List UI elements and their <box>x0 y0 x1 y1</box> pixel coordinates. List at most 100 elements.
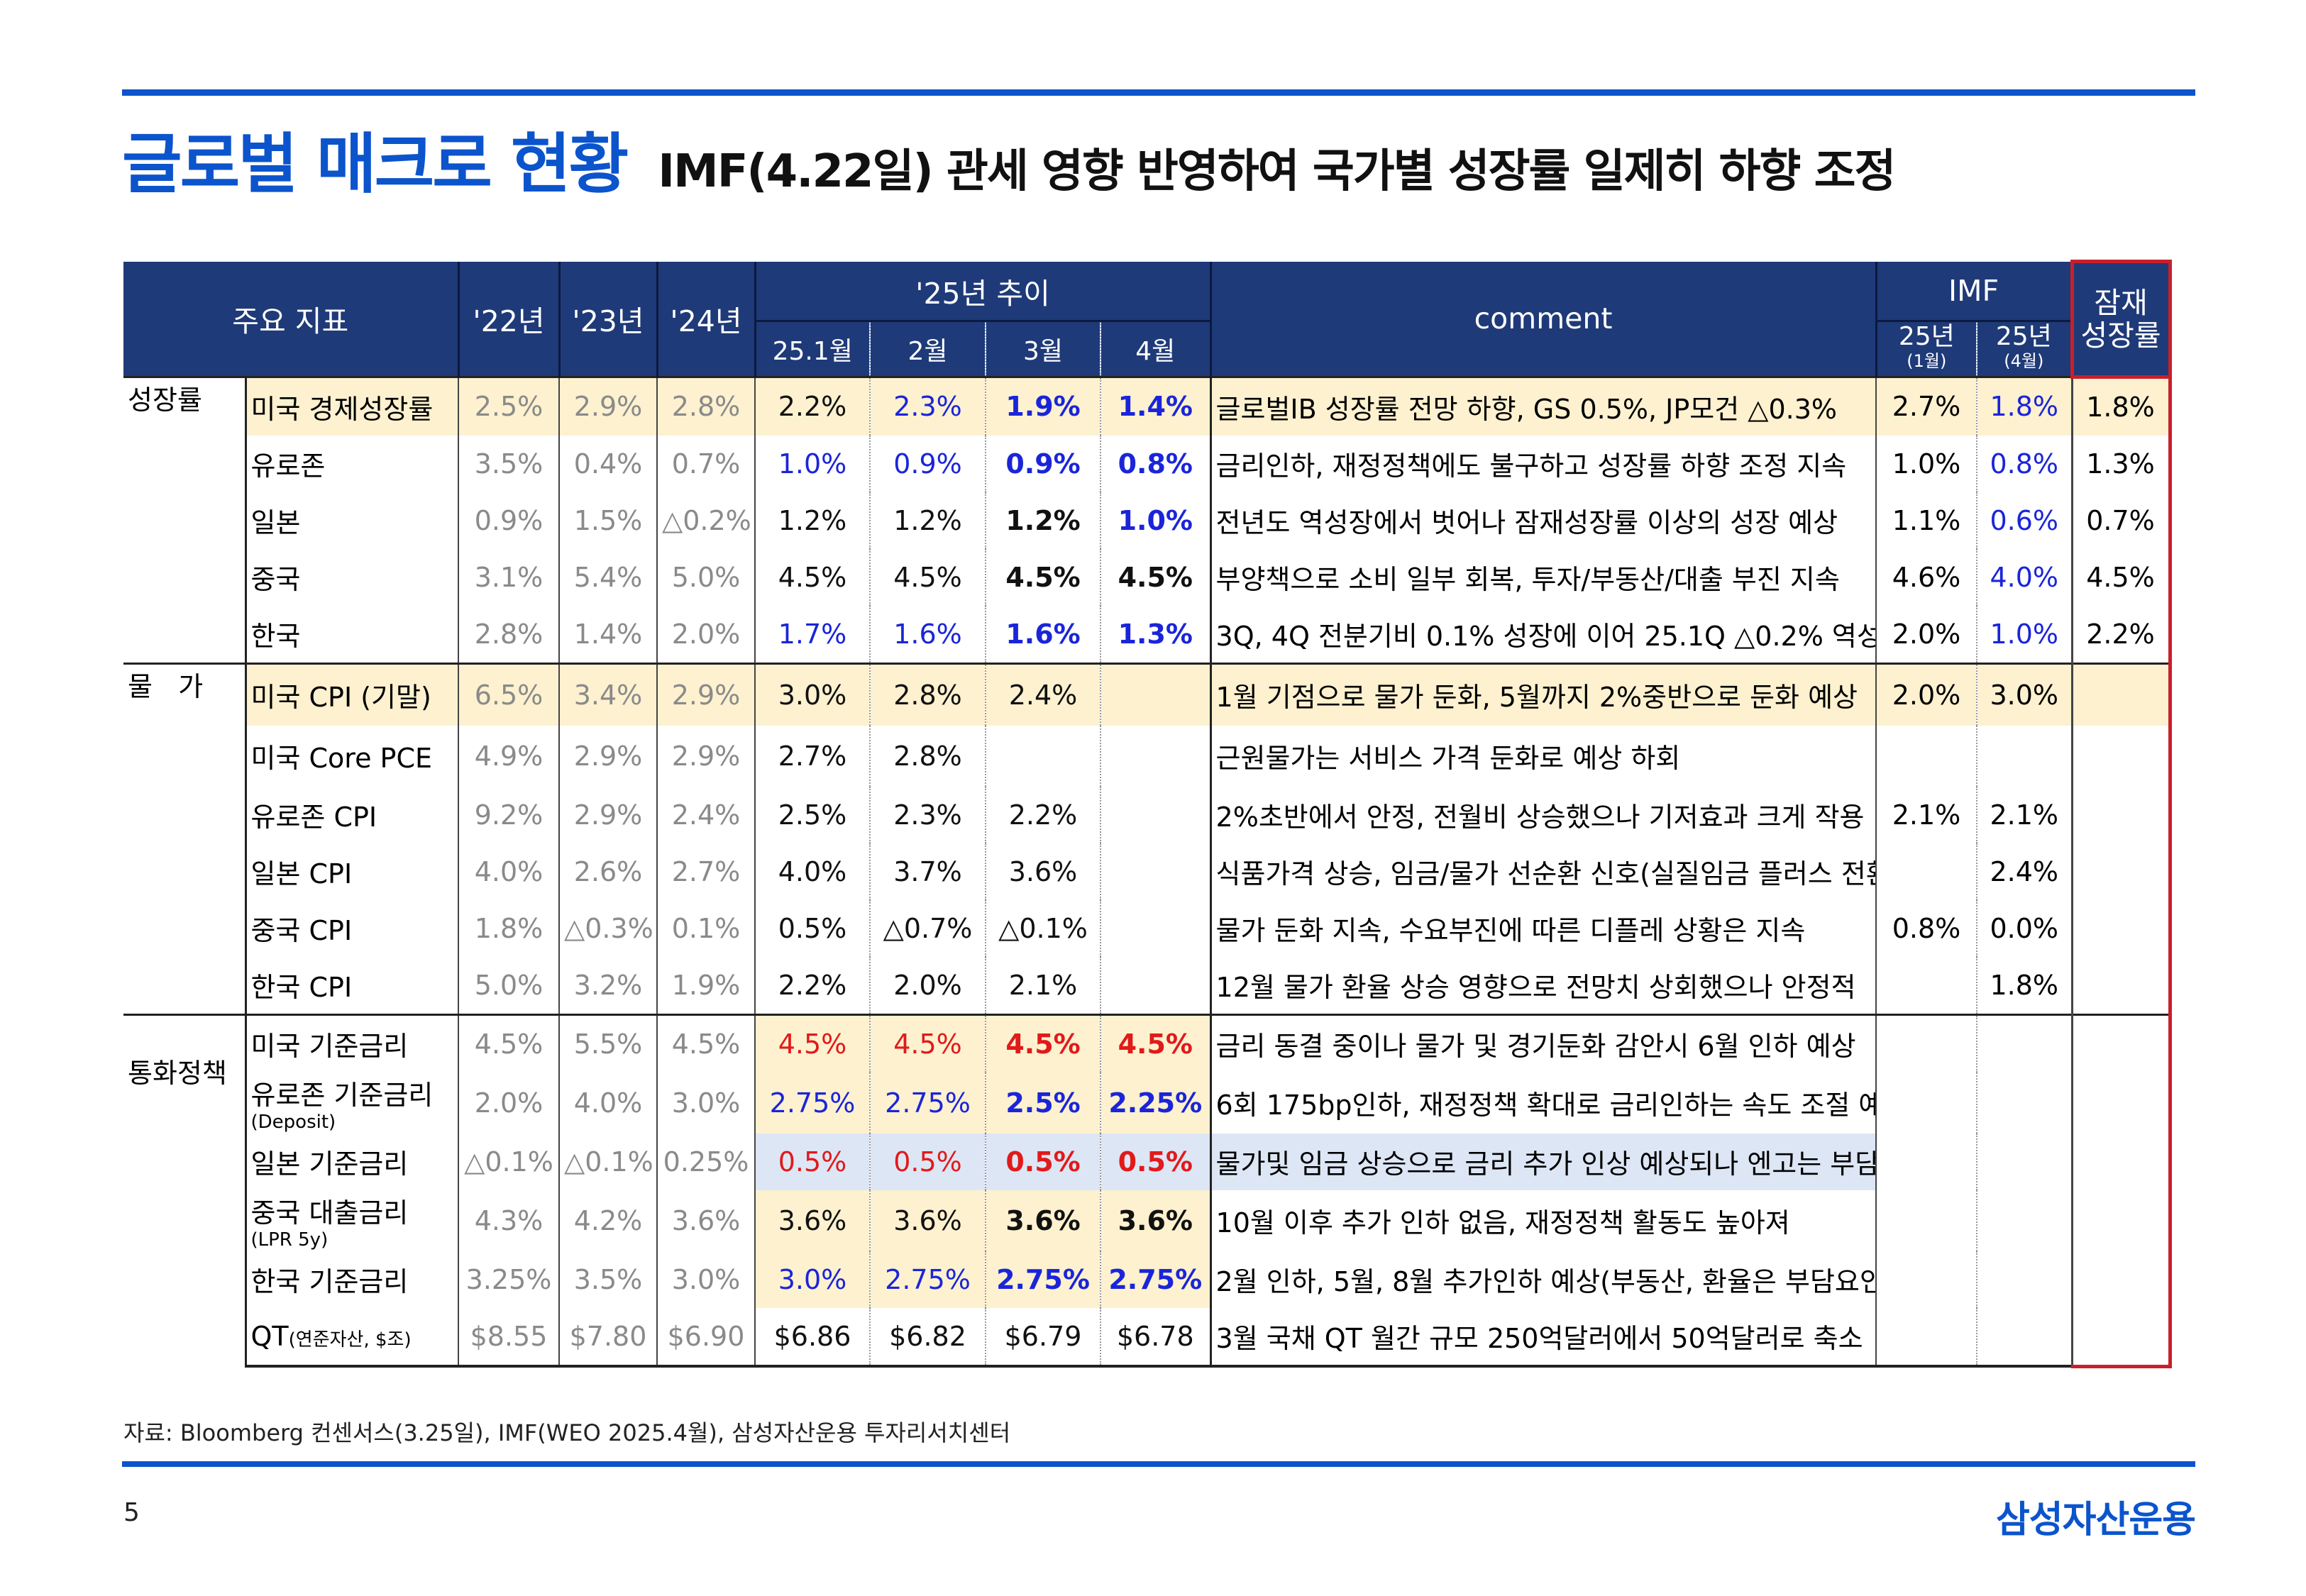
category-policy: 통화정책 <box>123 1013 247 1366</box>
cell-mar: 2.2% <box>986 786 1102 843</box>
cell-apr: 2.75% <box>1100 1251 1212 1308</box>
cell-mar: 4.5% <box>986 1013 1102 1073</box>
cell-imf-jan <box>1876 725 1978 787</box>
cell-jan: 0.5% <box>755 899 871 957</box>
cell-feb: 0.9% <box>870 435 987 492</box>
cell-imf-jan: 2.1% <box>1876 786 1978 843</box>
cell-comment: 금리 동결 중이나 물가 및 경기둔화 감안시 6월 인하 예상 <box>1210 1013 1877 1073</box>
header-feb: 2월 <box>870 321 987 377</box>
header-jan: 25.1월 <box>755 321 871 377</box>
cell-2024: $6.90 <box>657 1307 756 1368</box>
header-comment: comment <box>1210 261 1877 377</box>
cell-2023: 4.0% <box>559 1072 658 1134</box>
cell-imf-apr: 0.0% <box>1977 899 2073 957</box>
page-number: 5 <box>123 1498 140 1527</box>
cell-imf-jan: 2.0% <box>1876 605 1978 663</box>
bottom-rule <box>122 1461 2195 1467</box>
cell-2023: 5.5% <box>559 1013 658 1073</box>
cell-imf-jan <box>1876 1072 1978 1134</box>
cell-jan: 2.2% <box>755 956 871 1014</box>
cell-2024: 2.9% <box>657 725 756 787</box>
header-imf-jan: 25년 (1월) <box>1876 321 1978 377</box>
cell-apr: 0.8% <box>1100 435 1212 492</box>
cell-imf-jan <box>1876 843 1978 900</box>
cell-potential <box>2072 1307 2172 1368</box>
header-imf-apr: 25년 (4월) <box>1977 321 2073 377</box>
table-row: 미국 Core PCE 4.9% 2.9% 2.9% 2.7% 2.8% 근원물… <box>123 725 2172 787</box>
cell-2023: 2.9% <box>559 725 658 787</box>
cell-2022: 2.0% <box>458 1072 561 1134</box>
cell-apr <box>1100 956 1212 1014</box>
cell-imf-apr <box>1977 1072 2073 1134</box>
cell-2024: 1.9% <box>657 956 756 1014</box>
cell-mar: 0.5% <box>986 1133 1102 1190</box>
cell-2022: △0.1% <box>458 1133 561 1190</box>
cell-2023: 3.4% <box>559 662 658 726</box>
cell-jan: 4.5% <box>755 548 871 606</box>
row-label: 한국 CPI <box>246 956 460 1014</box>
cell-comment: 3Q, 4Q 전분기비 0.1% 성장에 이어 25.1Q △0.2% 역성장 <box>1210 605 1877 663</box>
row-label: 미국 경제성장률 <box>246 375 460 436</box>
table-row: 한국 2.8% 1.4% 2.0% 1.7% 1.6% 1.6% 1.3% 3Q… <box>123 605 2172 663</box>
cell-comment: 금리인하, 재정정책에도 불구하고 성장률 하향 조정 지속 <box>1210 435 1877 492</box>
cell-comment: 1월 기점으로 물가 둔화, 5월까지 2%중반으로 둔화 예상 <box>1210 662 1877 726</box>
cell-jan: 1.0% <box>755 435 871 492</box>
cell-jan: 4.5% <box>755 1013 871 1073</box>
row-label: 중국 대출금리 (LPR 5y) <box>246 1190 460 1251</box>
cell-2023: 2.9% <box>559 375 658 436</box>
cell-potential <box>2072 956 2172 1014</box>
cell-2022: 4.3% <box>458 1190 561 1251</box>
cell-jan: 2.2% <box>755 375 871 436</box>
header-potential-growth: 잠재 성장률 <box>2070 260 2172 379</box>
table-row: 한국 기준금리 3.25% 3.5% 3.0% 3.0% 2.75% 2.75%… <box>123 1251 2172 1308</box>
cell-comment: 2%초반에서 안정, 전월비 상승했으나 기저효과 크게 작용 <box>1210 786 1877 843</box>
cell-feb: $6.82 <box>870 1307 987 1368</box>
cell-feb: 2.0% <box>870 956 987 1014</box>
company-logo: 삼성자산운용 <box>1995 1499 2196 1541</box>
cell-feb: 2.8% <box>870 725 987 787</box>
cell-2022: 4.9% <box>458 725 561 787</box>
cell-2022: 2.8% <box>458 605 561 663</box>
cell-jan: 0.5% <box>755 1133 871 1190</box>
cell-comment: 3월 국채 QT 월간 규모 250억달러에서 50억달러로 축소 <box>1210 1307 1877 1368</box>
cell-comment: 10월 이후 추가 인하 없음, 재정정책 활동도 높아져 <box>1210 1190 1877 1251</box>
cell-feb: 4.5% <box>870 548 987 606</box>
cell-imf-jan <box>1876 1013 1978 1073</box>
cell-imf-jan: 1.0% <box>1876 435 1978 492</box>
cell-potential <box>2072 1133 2172 1190</box>
source-note: 자료: Bloomberg 컨센서스(3.25일), IMF(WEO 2025.… <box>123 1419 1011 1446</box>
cell-jan: 1.2% <box>755 492 871 549</box>
category-growth: 성장률 <box>123 375 247 663</box>
cell-potential <box>2072 725 2172 787</box>
cell-2022: 4.5% <box>458 1013 561 1073</box>
cell-mar: 2.5% <box>986 1072 1102 1134</box>
cell-2024: 5.0% <box>657 548 756 606</box>
cell-mar: 2.4% <box>986 662 1102 726</box>
table-row: 유로존 CPI 9.2% 2.9% 2.4% 2.5% 2.3% 2.2% 2%… <box>123 786 2172 843</box>
cell-feb: 2.8% <box>870 662 987 726</box>
cell-potential <box>2072 1013 2172 1073</box>
cell-imf-apr <box>1977 1013 2073 1073</box>
cell-jan: 1.7% <box>755 605 871 663</box>
header-2022: '22년 <box>458 261 561 377</box>
cell-mar: 2.75% <box>986 1251 1102 1308</box>
cell-2024: 3.0% <box>657 1072 756 1134</box>
cell-imf-apr <box>1977 1251 2073 1308</box>
cell-potential <box>2072 786 2172 843</box>
cell-feb: 2.3% <box>870 375 987 436</box>
cell-imf-jan <box>1876 1190 1978 1251</box>
cell-apr: 3.6% <box>1100 1190 1212 1251</box>
category-price: 물 가 <box>123 662 247 1014</box>
cell-2022: $8.55 <box>458 1307 561 1368</box>
cell-mar: 1.2% <box>986 492 1102 549</box>
cell-imf-apr: 0.8% <box>1977 435 2073 492</box>
row-label: 미국 기준금리 <box>246 1013 460 1073</box>
cell-apr: 1.0% <box>1100 492 1212 549</box>
cell-imf-apr: 1.8% <box>1977 956 2073 1014</box>
cell-2023: △0.3% <box>559 899 658 957</box>
table-row: 통화정책 미국 기준금리 4.5% 5.5% 4.5% 4.5% 4.5% 4.… <box>123 1013 2172 1366</box>
cell-2024: △0.2% <box>657 492 756 549</box>
cell-imf-apr: 1.0% <box>1977 605 2073 663</box>
row-label: 미국 Core PCE <box>246 725 460 787</box>
cell-2022: 5.0% <box>458 956 561 1014</box>
